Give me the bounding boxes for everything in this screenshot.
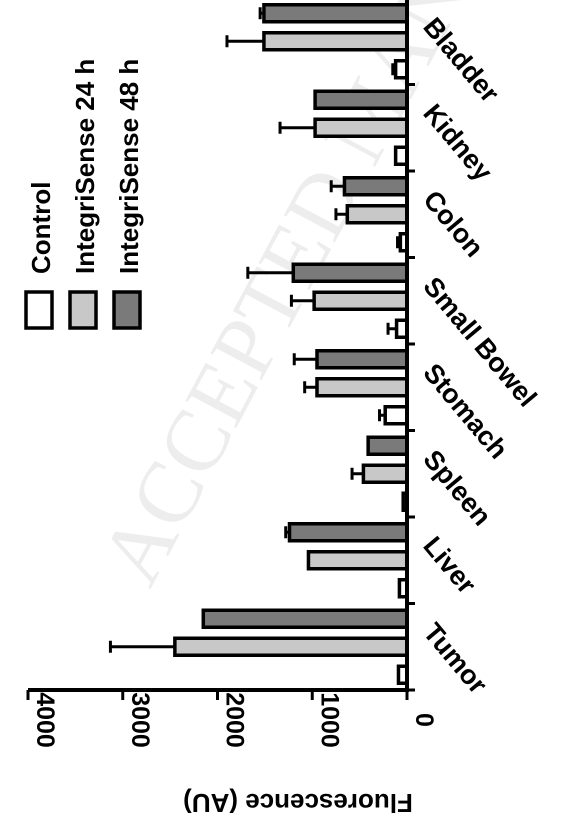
bar-stomach-integrisense-24-h xyxy=(315,377,409,398)
legend-label-integrisense-24-h: IntegriSense 24 h xyxy=(70,59,100,274)
bar-stomach-control xyxy=(383,405,409,426)
bar-colon-integrisense-48-h xyxy=(342,176,409,197)
bar-colon-integrisense-24-h xyxy=(345,204,409,225)
bar-bladder-integrisense-24-h xyxy=(262,31,409,52)
bar-small-bowel-integrisense-48-h xyxy=(291,262,409,283)
bar-bladder-integrisense-48-h xyxy=(262,3,409,24)
value-tick-label: 2000 xyxy=(221,692,249,748)
legend-swatch-integrisense-24-h xyxy=(68,290,98,330)
bar-liver-integrisense-24-h xyxy=(306,550,409,571)
legend-label-control: Control xyxy=(26,182,56,274)
bar-small-bowel-integrisense-24-h xyxy=(312,290,409,311)
category-label-colon: Colon xyxy=(417,185,489,263)
value-tick-label: 3000 xyxy=(126,692,154,748)
value-tick-label: 4000 xyxy=(31,692,59,748)
category-label-tumor: Tumor xyxy=(417,617,493,699)
plot-area xyxy=(108,3,409,685)
bar-liver-integrisense-48-h xyxy=(287,522,409,543)
category-label-liver: Liver xyxy=(417,531,482,600)
legend: Control IntegriSense 24 h IntegriSense 48 … xyxy=(24,59,144,330)
value-tick-label: 0 xyxy=(410,713,438,727)
bar-tumor-integrisense-48-h xyxy=(201,608,409,629)
bar-spleen-integrisense-24-h xyxy=(361,463,409,484)
value-tick-label: 1000 xyxy=(315,692,343,748)
bar-kidney-integrisense-48-h xyxy=(313,89,409,110)
bar-stomach-integrisense-48-h xyxy=(315,349,409,370)
legend-swatch-control xyxy=(24,290,54,330)
value-axis: 0 1000 2000 3000 4000 xyxy=(26,0,438,748)
bar-tumor-integrisense-24-h xyxy=(173,636,409,657)
bar-kidney-integrisense-24-h xyxy=(313,117,409,138)
bar-spleen-integrisense-48-h xyxy=(366,435,409,456)
value-axis-title: Fluorescence (AU) xyxy=(183,788,413,818)
category-label-kidney: Kidney xyxy=(417,98,498,186)
legend-swatch-integrisense-48-h xyxy=(112,290,142,330)
legend-label-integrisense-48-h: IntegriSense 48 h xyxy=(114,59,144,274)
